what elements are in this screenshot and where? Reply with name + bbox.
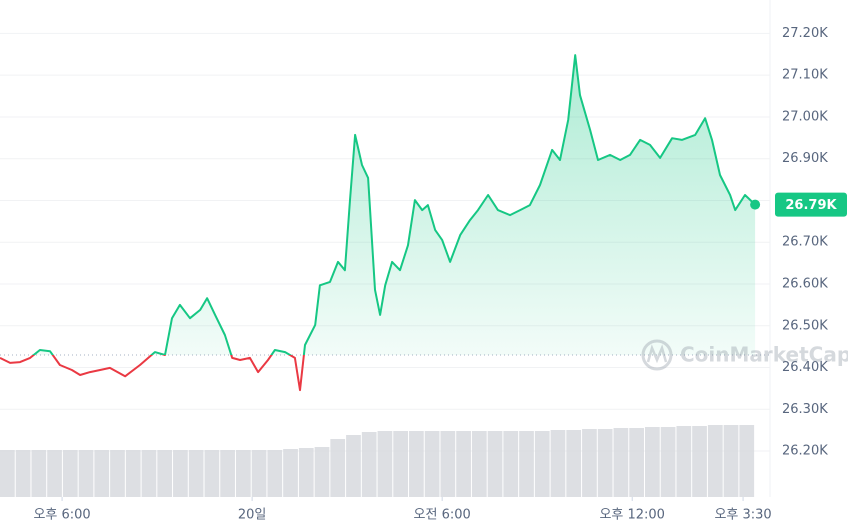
volume-bar [141,450,157,497]
volume-bar [739,425,755,497]
last-price-dot [750,199,761,210]
volume-bar [251,450,267,497]
volume-bar [314,447,330,497]
watermark: CoinMarketCap [641,339,848,371]
volume-bar [330,439,346,497]
volume-bar [692,426,707,497]
volume-bar [173,450,188,497]
volume-bar [597,429,613,497]
volume-bar [62,450,78,497]
x-tick-label: 오후 3:30 [714,508,771,523]
y-tick-label: 26.60K [782,277,828,292]
volume-bar [78,450,94,497]
volume-bar [582,429,597,497]
x-tick-label: 오전 6:00 [414,508,471,523]
volume-bar [409,431,424,497]
y-tick-label: 26.20K [782,444,828,459]
volume-bar [283,449,298,497]
volume-bar [424,431,440,497]
price-line-up [32,54,756,355]
volume-bar [204,450,220,497]
last-price-label: 26.79K [785,198,837,213]
y-tick-label: 26.30K [782,402,828,417]
x-tick-label: 오후 6:00 [33,508,90,523]
volume-bar [267,450,283,497]
last-price-box [775,192,847,217]
volume-bar [377,431,393,497]
volume-bar [707,425,723,497]
volume-bar [519,431,534,497]
volume-bar [157,450,173,497]
volume-bar [613,428,629,497]
watermark-text: CoinMarketCap [680,343,848,367]
y-tick-label: 26.90K [782,151,828,166]
y-tick-label: 27.20K [782,26,828,41]
volume-bar [298,448,314,497]
volume-bar [534,431,550,497]
volume-bar [629,428,644,497]
volume-bar [110,450,125,497]
volume-bar [723,425,739,497]
volume-bar [566,430,582,497]
volume-bar [660,427,676,497]
volume-bar [31,450,47,497]
volume-bar [550,430,566,497]
volume-bar [47,450,62,497]
volume-bar [346,435,361,497]
volume-bar [393,431,409,497]
volume-bar [440,431,456,497]
volume-bar [220,450,235,497]
volume-bar [471,431,487,497]
y-tick-label: 26.50K [782,318,828,333]
y-tick-label: 27.00K [782,109,828,124]
volume-bar [188,450,204,497]
price-area [0,55,756,355]
volume-bar [235,450,251,497]
y-tick-label: 26.40K [782,360,828,375]
volume-bar [503,431,519,497]
volume-bar [487,431,503,497]
volume-bar [676,426,692,497]
volume-bar [644,427,660,497]
volume-bar [94,450,110,497]
y-tick-label: 26.70K [782,235,828,250]
x-tick-label: 오후 12:00 [599,508,665,523]
volume-bar [456,431,471,497]
volume-bar [0,450,15,497]
volume-bar [125,450,141,497]
volume-bar [15,450,31,497]
x-tick-label: 20일 [238,508,267,523]
y-tick-label: 27.10K [782,68,828,83]
volume-bar [361,432,377,497]
